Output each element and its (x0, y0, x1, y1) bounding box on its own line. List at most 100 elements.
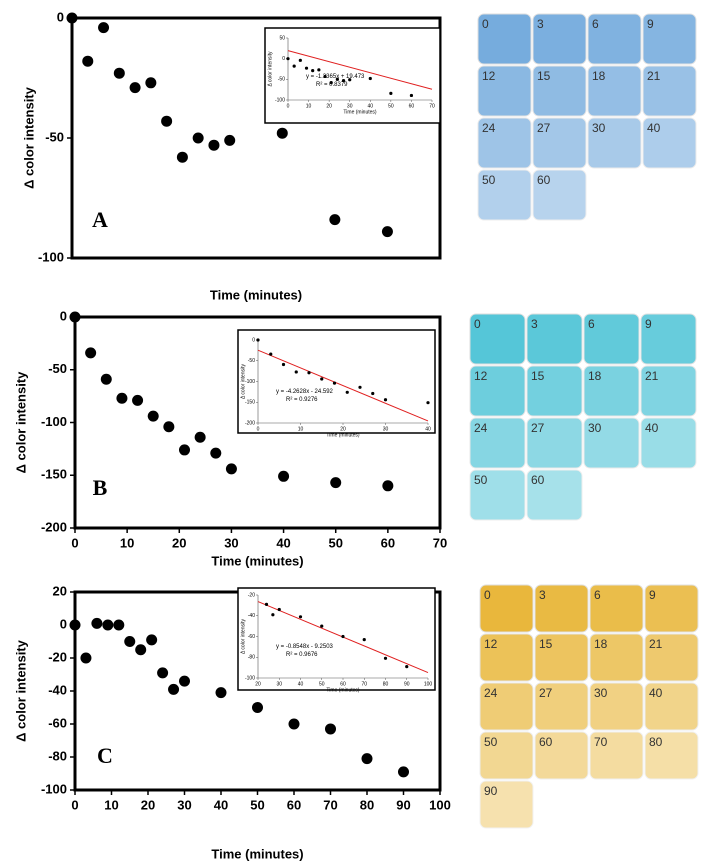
photo-label: 40 (647, 121, 661, 135)
data-point (80, 653, 91, 664)
x-tick-label: 10 (120, 535, 134, 550)
inset-x-tick-label: 70 (429, 103, 435, 109)
inset-point (341, 635, 344, 638)
inset-y-tick-label: -100 (245, 675, 255, 681)
photo-label: 6 (592, 17, 599, 31)
equation: y = -0.8548x - 9.2503 (276, 644, 334, 650)
data-point (179, 676, 190, 687)
r-squared: R² = 0.8379 (316, 82, 348, 88)
data-point (70, 312, 81, 323)
photo-label: 3 (539, 588, 546, 602)
inset-point (384, 657, 387, 660)
photo-label: 60 (539, 735, 553, 749)
inset-point (426, 401, 429, 404)
y-tick-label: -40 (48, 682, 67, 697)
data-point (67, 13, 78, 24)
data-point (91, 618, 102, 629)
data-point (85, 347, 96, 358)
inset-point (278, 608, 281, 611)
photo-label: 9 (647, 17, 654, 31)
inset-y-axis-label: Δ color intensity (267, 51, 273, 87)
data-point (163, 421, 174, 432)
inset-y-tick-label: -60 (248, 634, 255, 640)
inset-x-axis-label: Time (minutes) (326, 432, 359, 438)
photo-label: 3 (531, 317, 538, 331)
data-point (362, 753, 373, 764)
inset-x-tick-label: 20 (255, 681, 261, 687)
inset-y-tick-label: -200 (245, 420, 255, 426)
inset-y-tick-label: 0 (282, 56, 285, 62)
data-point (146, 634, 157, 645)
data-point (398, 766, 409, 777)
y-tick-label: 0 (60, 308, 67, 323)
data-point (113, 620, 124, 631)
x-tick-label: 100 (429, 797, 451, 812)
data-point (145, 77, 156, 88)
y-tick-label: 0 (57, 9, 64, 24)
x-tick-label: 70 (433, 535, 447, 550)
inset-point (246, 583, 249, 586)
photo-label: 15 (539, 637, 553, 651)
data-point (208, 140, 219, 151)
y-tick-label: -100 (38, 249, 64, 264)
photo-label: 12 (484, 637, 498, 651)
inset-point (358, 386, 361, 389)
inset-y-tick-label: -150 (245, 400, 255, 406)
data-point (70, 620, 81, 631)
inset-x-axis-label: Time (minutes) (343, 109, 376, 115)
x-tick-label: 10 (104, 797, 118, 812)
inset-point (299, 59, 302, 62)
y-tick-label: -200 (41, 519, 67, 534)
x-tick-label: 50 (328, 535, 342, 550)
y-tick-label: -150 (41, 467, 67, 482)
inset-x-tick-label: 50 (388, 103, 394, 109)
inset-point (214, 573, 217, 576)
inset-y-tick-label: -100 (275, 97, 285, 103)
photo-label: 30 (592, 121, 606, 135)
data-point (98, 22, 109, 33)
data-point (148, 411, 159, 422)
data-point (130, 82, 141, 93)
inset-y-tick-label: -50 (248, 358, 255, 364)
x-tick-label: 40 (214, 797, 228, 812)
data-point (289, 719, 300, 730)
x-axis-label: Time (minutes) (211, 846, 303, 861)
inset-frame (238, 330, 435, 433)
photo-label: 9 (649, 588, 656, 602)
inset-y-tick-label: 0 (252, 337, 255, 343)
photo-label: 21 (647, 69, 661, 83)
data-point (252, 702, 263, 713)
data-point (161, 116, 172, 127)
data-point (216, 687, 227, 698)
inset-x-tick-label: 70 (361, 681, 367, 687)
photo-label: 12 (482, 69, 496, 83)
data-point (210, 448, 221, 459)
inset-y-tick-label: -100 (245, 379, 255, 385)
data-point (277, 128, 288, 139)
photo-label: 80 (649, 735, 663, 749)
inset-point (320, 625, 323, 628)
inset-y-tick-label: -80 (248, 655, 255, 661)
photo-label: 6 (594, 588, 601, 602)
inset-point (333, 382, 336, 385)
photo-label: 30 (594, 686, 608, 700)
y-tick-label: -100 (41, 781, 67, 796)
x-tick-label: 60 (381, 535, 395, 550)
data-point (101, 374, 112, 385)
r-squared: R² = 0.9676 (286, 652, 318, 658)
data-point (195, 432, 206, 443)
inset-point (256, 338, 259, 341)
y-tick-label: 20 (53, 583, 67, 598)
panel-letter: B (93, 475, 108, 500)
photo-label: 0 (482, 17, 489, 31)
photo-label: 27 (539, 686, 553, 700)
inset-x-axis-label: Time (minutes) (326, 687, 359, 693)
photo-label: 70 (594, 735, 608, 749)
inset-y-tick-label: -40 (248, 613, 255, 619)
inset-point (305, 67, 308, 70)
inset-x-tick-label: 0 (287, 103, 290, 109)
photo-label: 6 (588, 317, 595, 331)
photo-label: 50 (484, 735, 498, 749)
inset-point (239, 573, 242, 576)
y-axis-label: Δ color intensity (21, 86, 36, 189)
